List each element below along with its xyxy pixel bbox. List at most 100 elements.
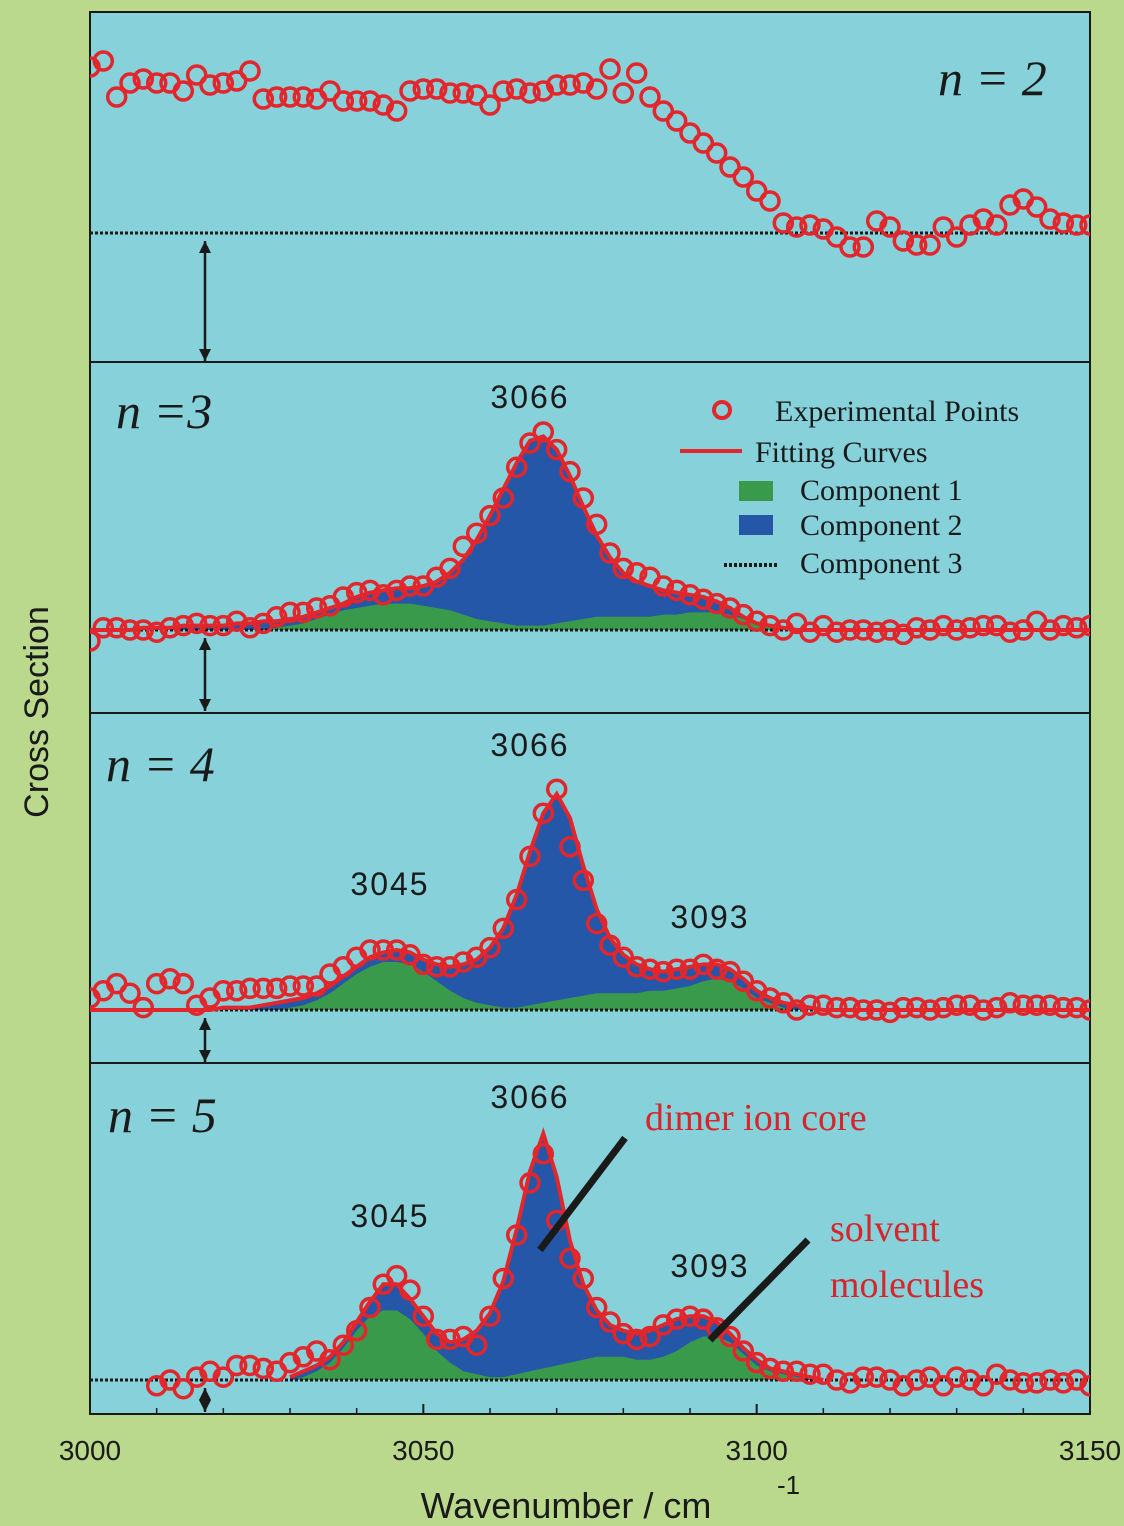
- data-point: [265, 977, 288, 1000]
- data-point: [265, 86, 288, 108]
- data-point: [479, 94, 501, 116]
- data-point: [385, 579, 408, 602]
- data-point: [239, 60, 261, 82]
- data-point: [905, 996, 928, 1019]
- data-point: [719, 1325, 741, 1348]
- data-point: [145, 972, 168, 995]
- legend-label-component2: Component 2: [800, 509, 963, 542]
- data-point: [279, 86, 301, 108]
- data-point: [759, 190, 781, 212]
- data-point: [399, 80, 421, 102]
- data-point: [772, 1360, 795, 1383]
- data-point: [332, 1334, 355, 1356]
- data-point: [639, 86, 661, 108]
- panel-plot-area: [90, 50, 1090, 258]
- offset-arrow-head-up: [199, 1018, 211, 1030]
- data-point: [372, 939, 395, 961]
- data-point: [319, 1348, 341, 1371]
- data-point: [879, 619, 901, 641]
- data-point: [799, 994, 821, 1016]
- panel-n3: n =3 3066: [89, 361, 1091, 714]
- panel-plot-area: [90, 421, 1090, 652]
- data-point: [492, 80, 515, 102]
- data-point: [585, 912, 608, 935]
- y-axis-label: Cross Section: [18, 606, 56, 818]
- data-point: [399, 1279, 421, 1301]
- data-point: [92, 617, 115, 639]
- data-point: [359, 579, 381, 602]
- panel-label: n = 4: [106, 736, 215, 792]
- data-point: [732, 1340, 755, 1362]
- solvent-pointer-line: [707, 1237, 811, 1343]
- data-point: [585, 513, 608, 536]
- data-point: [185, 64, 208, 86]
- data-point: [812, 994, 835, 1016]
- data-point: [585, 78, 608, 100]
- data-point: [172, 80, 195, 102]
- data-point: [239, 617, 261, 639]
- data-point: [532, 421, 555, 443]
- data-point: [972, 614, 995, 637]
- data-point: [825, 621, 848, 643]
- data-point: [572, 1267, 595, 1290]
- data-point: [559, 460, 581, 483]
- offset-arrow-head-up: [199, 1388, 211, 1400]
- data-point: [1039, 208, 1061, 230]
- panel-plot-area: [90, 1127, 1090, 1400]
- data-point: [425, 1328, 448, 1351]
- component1-area: [290, 1310, 824, 1380]
- data-point: [545, 438, 568, 461]
- peak-label: 3045: [350, 866, 429, 902]
- data-point: [1065, 1369, 1088, 1391]
- data-point: [332, 90, 355, 112]
- data-point: [265, 606, 288, 628]
- data-point: [945, 619, 968, 641]
- data-point: [705, 958, 728, 980]
- data-point: [839, 996, 861, 1019]
- data-point: [279, 975, 301, 997]
- data-point: [865, 1366, 888, 1388]
- data-point: [972, 999, 995, 1021]
- data-point: [305, 597, 328, 619]
- component1-area: [90, 603, 1090, 630]
- data-point: [785, 999, 808, 1021]
- data-point: [119, 72, 141, 94]
- data-point: [585, 1296, 608, 1319]
- data-point: [1065, 996, 1088, 1019]
- data-point: [852, 619, 875, 641]
- data-point: [932, 996, 955, 1019]
- data-point: [679, 958, 701, 980]
- data-point: [919, 619, 941, 641]
- data-point: [492, 917, 515, 940]
- panel-label: n = 2: [938, 50, 1047, 106]
- data-point: [1025, 1372, 1048, 1394]
- data-point: [505, 78, 528, 100]
- offset-arrow-head-down: [199, 1400, 211, 1412]
- data-point: [239, 1354, 261, 1377]
- data-point: [252, 88, 275, 110]
- data-point: [1079, 214, 1090, 236]
- data-point: [745, 180, 768, 202]
- data-point: [665, 110, 688, 132]
- offset-arrow-head-up: [199, 638, 211, 650]
- offset-arrow-head-down: [199, 349, 211, 361]
- data-point: [1025, 196, 1048, 218]
- data-point: [372, 584, 395, 606]
- offset-arrow-head-up: [199, 241, 211, 253]
- data-point: [359, 90, 381, 112]
- data-point: [865, 621, 888, 643]
- data-point: [519, 82, 541, 104]
- data-point: [599, 1311, 621, 1333]
- data-point: [732, 166, 755, 188]
- data-point: [212, 614, 235, 637]
- data-point: [572, 487, 595, 509]
- data-point: [759, 987, 781, 1009]
- data-point: [1052, 1372, 1075, 1394]
- data-point: [612, 557, 635, 580]
- x-tick-label: 3100: [726, 1435, 788, 1466]
- data-point: [559, 836, 581, 858]
- offset-arrow-head-down: [199, 699, 211, 711]
- legend-label-component1: Component 1: [800, 474, 963, 507]
- data-point: [839, 1372, 861, 1394]
- data-point: [412, 953, 435, 976]
